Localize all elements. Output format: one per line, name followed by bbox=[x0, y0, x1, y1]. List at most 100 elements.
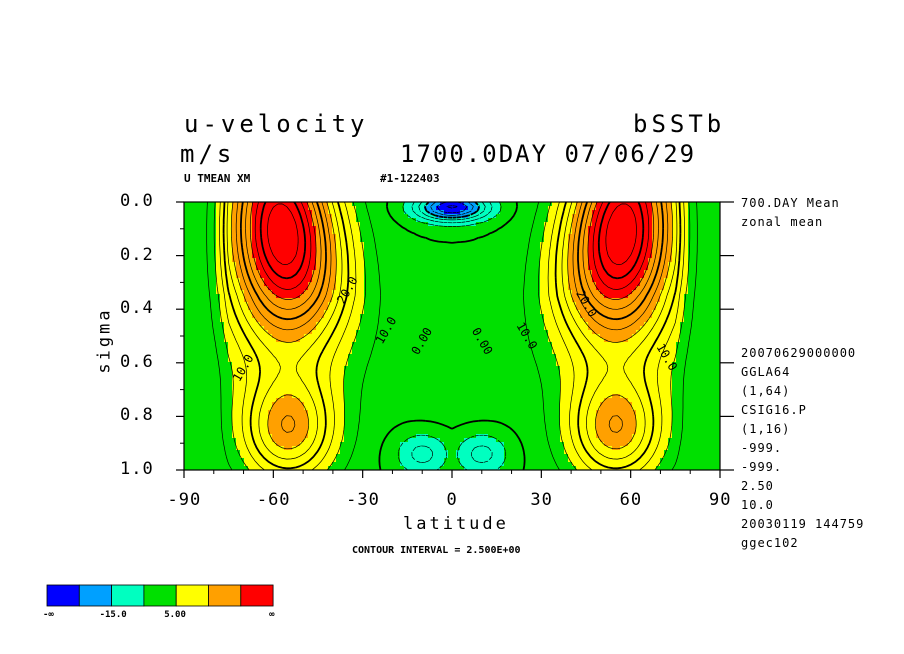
field-cell bbox=[404, 246, 409, 251]
field-cell bbox=[444, 262, 449, 267]
field-cell bbox=[260, 298, 265, 303]
field-cell bbox=[344, 270, 349, 275]
field-cell bbox=[548, 326, 553, 331]
field-cell bbox=[416, 270, 421, 275]
field-cell bbox=[252, 310, 257, 315]
field-cell bbox=[596, 206, 601, 211]
field-cell bbox=[688, 226, 693, 231]
field-cell bbox=[480, 266, 485, 271]
field-cell bbox=[684, 210, 689, 215]
field-cell bbox=[616, 310, 621, 315]
field-cell bbox=[412, 346, 417, 351]
field-cell bbox=[544, 298, 549, 303]
field-cell bbox=[704, 246, 709, 251]
field-cell bbox=[400, 202, 405, 207]
field-cell bbox=[200, 282, 205, 287]
field-cell bbox=[284, 250, 289, 255]
field-cell bbox=[552, 254, 557, 259]
field-cell bbox=[592, 210, 597, 215]
field-cell bbox=[328, 218, 333, 223]
field-cell bbox=[604, 278, 609, 283]
field-cell bbox=[540, 286, 545, 291]
field-cell bbox=[548, 282, 553, 287]
field-cell bbox=[408, 258, 413, 263]
field-cell bbox=[512, 234, 517, 239]
field-cell bbox=[672, 274, 677, 279]
field-cell bbox=[456, 342, 461, 347]
field-cell bbox=[196, 226, 201, 231]
field-cell bbox=[324, 302, 329, 307]
field-cell bbox=[196, 254, 201, 259]
field-cell bbox=[316, 334, 321, 339]
field-cell bbox=[324, 326, 329, 331]
field-cell bbox=[352, 302, 357, 307]
field-cell bbox=[492, 242, 497, 247]
field-cell bbox=[668, 302, 673, 307]
field-cell bbox=[308, 342, 313, 347]
field-cell bbox=[712, 226, 717, 231]
field-cell bbox=[376, 214, 381, 219]
field-cell bbox=[224, 218, 229, 223]
field-cell bbox=[532, 314, 537, 319]
field-cell bbox=[440, 210, 445, 215]
field-cell bbox=[364, 226, 369, 231]
field-cell bbox=[416, 206, 421, 211]
field-cell bbox=[356, 314, 361, 319]
field-cell bbox=[288, 274, 293, 279]
field-cell bbox=[320, 318, 325, 323]
field-cell bbox=[388, 310, 393, 315]
field-cell bbox=[272, 234, 277, 239]
field-cell bbox=[636, 238, 641, 243]
field-cell bbox=[656, 250, 661, 255]
field-cell bbox=[556, 342, 561, 347]
field-cell bbox=[452, 254, 457, 259]
field-cell bbox=[204, 290, 209, 295]
field-cell bbox=[516, 202, 521, 207]
field-cell bbox=[528, 254, 533, 259]
field-cell bbox=[340, 206, 345, 211]
field-cell bbox=[404, 302, 409, 307]
field-cell bbox=[500, 330, 505, 335]
field-cell bbox=[636, 334, 641, 339]
field-cell bbox=[600, 314, 605, 319]
field-cell bbox=[504, 310, 509, 315]
field-cell bbox=[256, 254, 261, 259]
field-cell bbox=[628, 314, 633, 319]
field-cell bbox=[252, 314, 257, 319]
field-cell bbox=[272, 342, 277, 347]
field-cell bbox=[460, 306, 465, 311]
field-cell bbox=[564, 226, 569, 231]
field-cell bbox=[412, 326, 417, 331]
field-cell bbox=[464, 258, 469, 263]
experiment-label: bSSTb bbox=[633, 110, 726, 138]
field-cell bbox=[396, 346, 401, 351]
field-cell bbox=[376, 290, 381, 295]
field-cell bbox=[624, 282, 629, 287]
field-cell bbox=[632, 202, 637, 207]
field-cell bbox=[600, 330, 605, 335]
field-cell bbox=[324, 218, 329, 223]
field-cell bbox=[244, 278, 249, 283]
field-cell bbox=[428, 310, 433, 315]
field-cell bbox=[612, 294, 617, 299]
field-cell bbox=[548, 290, 553, 295]
field-cell bbox=[472, 294, 477, 299]
field-cell bbox=[664, 266, 669, 271]
field-cell bbox=[500, 242, 505, 247]
field-cell bbox=[532, 298, 537, 303]
field-cell bbox=[368, 322, 373, 327]
field-cell bbox=[608, 310, 613, 315]
field-cell bbox=[264, 222, 269, 227]
field-cell bbox=[420, 310, 425, 315]
field-cell bbox=[432, 210, 437, 215]
field-cell bbox=[712, 342, 717, 347]
field-cell bbox=[264, 298, 269, 303]
field-cell bbox=[504, 318, 509, 323]
field-cell bbox=[632, 330, 637, 335]
field-cell bbox=[396, 250, 401, 255]
field-cell bbox=[712, 266, 717, 271]
field-cell bbox=[508, 290, 513, 295]
field-cell bbox=[220, 298, 225, 303]
field-cell bbox=[512, 302, 517, 307]
field-cell bbox=[484, 298, 489, 303]
